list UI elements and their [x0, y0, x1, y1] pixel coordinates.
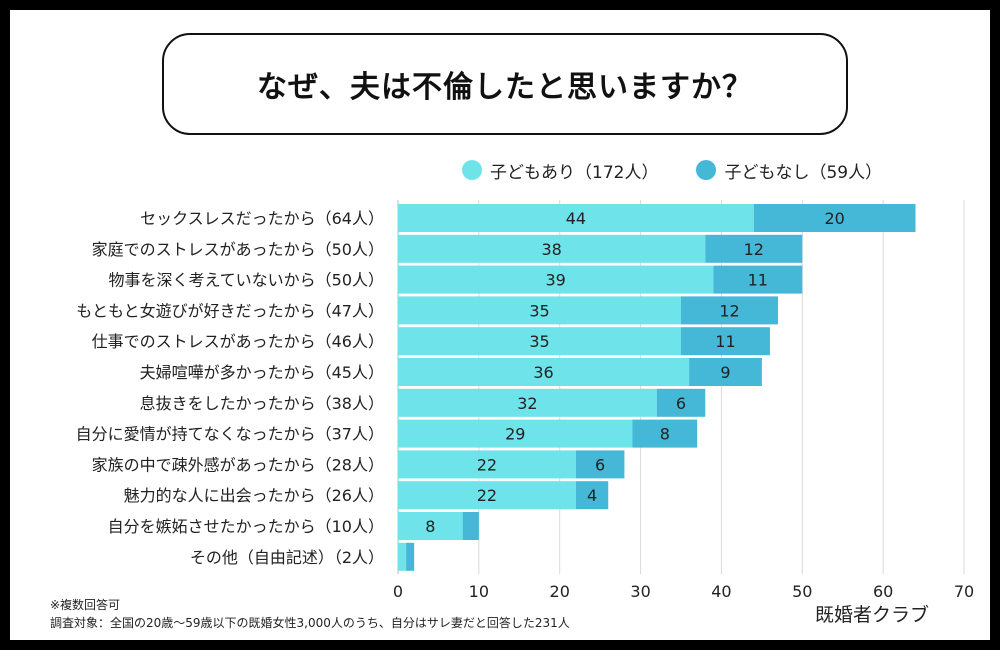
data-label: 20 — [824, 209, 844, 228]
bar-segment-with-children — [398, 204, 754, 232]
bar-segment-without-children — [632, 419, 698, 448]
data-label: 38 — [541, 240, 561, 259]
legend-swatch-without-children — [696, 160, 717, 180]
x-tick-label: 20 — [550, 582, 570, 601]
bar-segment-with-children — [398, 481, 576, 510]
bar-segment-with-children — [398, 296, 681, 325]
bar-segment-with-children — [398, 542, 407, 571]
bar-segment-with-children — [398, 419, 633, 448]
bar-segment-without-children — [681, 327, 770, 356]
title-box: なぜ、夫は不倫したと思いますか？ — [162, 33, 848, 135]
bar-segment-without-children — [575, 450, 625, 479]
data-label: 29 — [505, 425, 525, 444]
bar-segment-without-children — [656, 388, 706, 417]
bar-segment-with-children — [398, 512, 463, 540]
survey-target-note: 調査対象：全国の20歳〜59歳以下の既婚女性3,000人のうち、自分はサレ妻だと… — [50, 616, 570, 630]
category-label: 自分を嫉妬させたかったから（10人） — [108, 517, 384, 536]
data-label: 8 — [660, 425, 670, 444]
data-label: 44 — [566, 209, 586, 228]
bar-segment-with-children — [398, 388, 657, 417]
bar-segment-with-children — [398, 327, 681, 356]
data-label: 12 — [744, 240, 764, 259]
category-label: 自分に愛情が持てなくなったから（37人） — [76, 425, 384, 444]
category-label: 魅力的な人に出会ったから（26人） — [124, 486, 384, 505]
category-label: 息抜きをしたかったから（38人） — [140, 394, 384, 413]
bar-segment-without-children — [681, 296, 779, 325]
data-label: 22 — [477, 455, 497, 474]
data-label: 6 — [595, 455, 605, 474]
data-label: 22 — [477, 486, 497, 505]
x-tick-label: 60 — [873, 582, 893, 601]
bar-segment-without-children — [713, 265, 803, 294]
bar-segment-without-children — [689, 358, 762, 386]
bar-segment-with-children — [398, 265, 714, 294]
category-label: その他（自由記述）（2人） — [190, 548, 384, 567]
legend-item-with-children: 子どもあり（172人） — [462, 158, 658, 183]
legend-swatch-with-children — [462, 160, 482, 180]
data-label: 8 — [425, 517, 435, 536]
data-label: 36 — [533, 363, 553, 382]
bar-segment-without-children — [575, 481, 609, 510]
brand-label: 既婚者クラブ — [815, 604, 930, 626]
data-label: 9 — [720, 363, 730, 382]
legend: 子どもあり（172人） 子どもなし（59人） — [462, 158, 882, 183]
bar-segment-with-children — [398, 234, 706, 263]
x-tick-label: 30 — [630, 582, 650, 601]
data-label: 6 — [676, 394, 686, 413]
bar-segment-with-children — [398, 450, 576, 479]
x-tick-label: 40 — [711, 582, 731, 601]
category-label: もともと女遊びが好きだったから（47人） — [76, 301, 384, 320]
data-label: 35 — [529, 301, 549, 320]
data-label: 35 — [529, 332, 549, 351]
category-label: 家庭でのストレスがあったから（50人） — [92, 240, 384, 259]
data-label: 4 — [587, 486, 597, 505]
chart-title: なぜ、夫は不倫したと思いますか？ — [257, 70, 753, 105]
legend-label-without-children: 子どもなし（59人） — [724, 162, 883, 183]
data-label: 11 — [748, 271, 768, 290]
legend-item-without-children: 子どもなし（59人） — [696, 158, 882, 183]
data-label: 11 — [715, 332, 735, 351]
bar-segment-without-children — [753, 204, 916, 232]
data-label: 32 — [517, 394, 537, 413]
data-label: 12 — [719, 301, 739, 320]
bar-segment-with-children — [398, 358, 690, 386]
legend-label-with-children: 子どもあり（172人） — [490, 162, 659, 183]
category-label: 夫婦喧嘩が多かったから（45人） — [140, 363, 384, 382]
x-tick-label: 10 — [469, 582, 489, 601]
bar-segment-without-children — [705, 234, 803, 263]
x-tick-label: 50 — [792, 582, 812, 601]
multiple-answer-note: ※複数回答可 — [50, 598, 121, 612]
category-label: 物事を深く考えていないから（50人） — [108, 271, 384, 290]
x-tick-label: 0 — [393, 582, 403, 601]
bar-segment-without-children — [462, 512, 479, 540]
category-label: 家族の中で疎外感があったから（28人） — [92, 455, 384, 474]
category-label: 仕事でのストレスがあったから（46人） — [92, 332, 384, 351]
x-tick-label: 70 — [954, 582, 974, 601]
category-label: セックスレスだったから（64人） — [140, 209, 384, 228]
bar-segment-without-children — [406, 542, 415, 571]
data-label: 39 — [545, 271, 565, 290]
